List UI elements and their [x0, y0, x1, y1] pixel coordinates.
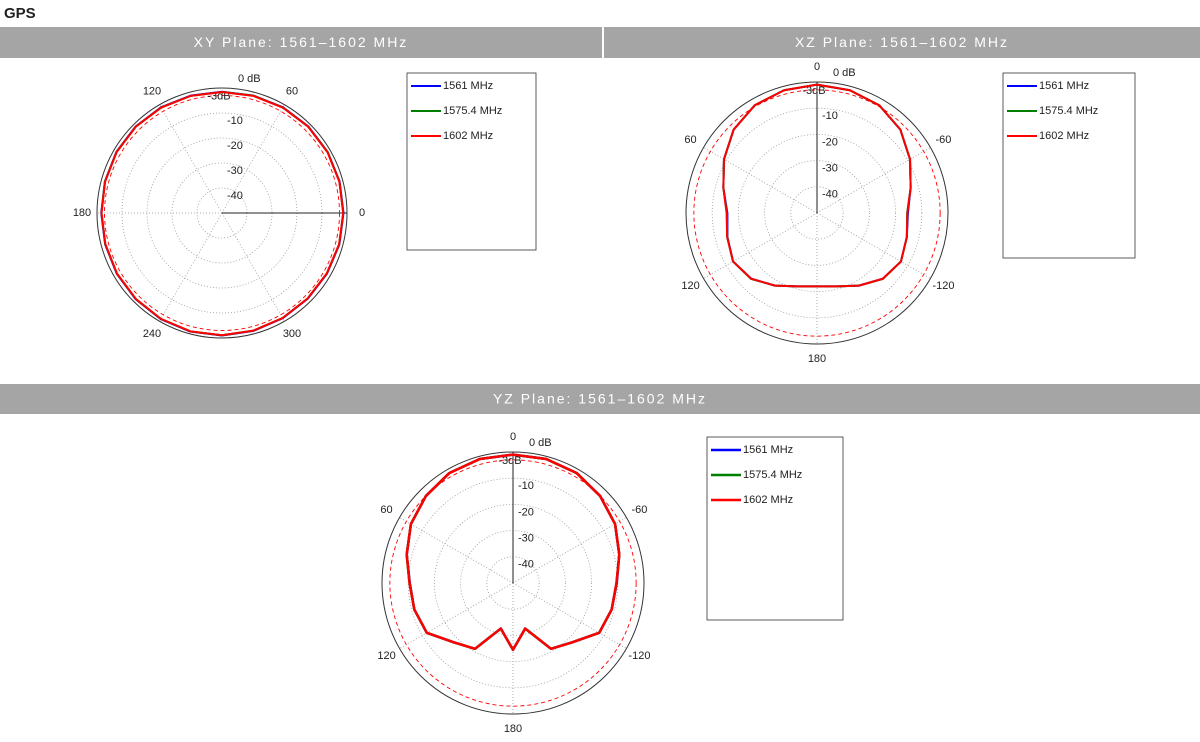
r-tick-label: -30 — [518, 533, 534, 545]
theta-tick-label: 180 — [504, 723, 522, 735]
theta-tick-label: -60 — [631, 504, 647, 516]
theta-tick-label: 60 — [286, 86, 298, 98]
chart-title: XZ Plane: 1561–1602 MHz — [795, 34, 1009, 50]
pattern-line — [100, 91, 345, 337]
r-tick-label: -40 — [822, 189, 838, 201]
spoke — [159, 104, 223, 214]
theta-tick-label: 60 — [380, 504, 392, 516]
reference-label: -3dB — [498, 455, 521, 467]
header-bar — [0, 27, 602, 58]
grid-ring — [790, 186, 844, 240]
theta-tick-label: 240 — [143, 328, 161, 340]
legend-box — [1002, 72, 1136, 259]
spoke — [816, 212, 931, 279]
r-tick-label: -10 — [822, 110, 838, 122]
theta-tick-label: 180 — [808, 353, 826, 365]
r-tick-label: 0 dB — [833, 67, 856, 79]
theta-tick-label: 120 — [143, 86, 161, 98]
legend-label: 1602 MHz — [1039, 130, 1089, 142]
reference-circle — [693, 89, 941, 337]
theta-tick-label: 0 — [814, 61, 820, 73]
reference-label: -3dB — [802, 85, 825, 97]
theta-tick-label: 120 — [377, 650, 395, 662]
spoke — [512, 582, 627, 649]
theta-tick-label: 0 — [359, 207, 365, 219]
r-tick-label: -20 — [822, 136, 838, 148]
theta-tick-label: -120 — [932, 280, 954, 292]
r-tick-label: -20 — [518, 506, 534, 518]
header-bar — [604, 27, 1200, 58]
chart-title: XY Plane: 1561–1602 MHz — [194, 34, 409, 50]
theta-tick-label: 0 — [510, 431, 516, 443]
spoke — [399, 517, 514, 584]
reference-circle — [104, 95, 340, 331]
reference-circle — [389, 459, 637, 707]
r-tick-label: -30 — [822, 163, 838, 175]
spoke — [399, 582, 514, 649]
legend-label: 1602 MHz — [443, 130, 493, 142]
spoke — [512, 517, 627, 584]
legend-label: 1575.4 MHz — [443, 105, 502, 117]
spoke — [816, 147, 931, 214]
legend-box — [706, 436, 844, 621]
legend-label: 1561 MHz — [443, 80, 493, 92]
pattern-line — [722, 83, 912, 288]
grid-ring — [486, 556, 540, 610]
spoke — [159, 212, 223, 322]
r-tick-label: -20 — [227, 140, 243, 152]
chart-title: YZ Plane: 1561–1602 MHz — [493, 391, 707, 407]
r-tick-label: -40 — [518, 559, 534, 571]
page-title: GPS — [4, 5, 36, 22]
r-tick-label: 0 dB — [238, 73, 261, 85]
legend-label: 1575.4 MHz — [1039, 105, 1098, 117]
legend-label: 1561 MHz — [743, 444, 793, 456]
spoke — [221, 212, 285, 322]
r-tick-label: -30 — [227, 165, 243, 177]
pattern-line — [405, 453, 621, 652]
r-tick-label: -40 — [227, 190, 243, 202]
theta-tick-label: 120 — [681, 280, 699, 292]
grid-ring — [711, 107, 923, 319]
r-tick-label: -10 — [227, 115, 243, 127]
legend-label: 1602 MHz — [743, 494, 793, 506]
legend-label: 1575.4 MHz — [743, 469, 802, 481]
legend-box — [406, 72, 537, 251]
theta-tick-label: 300 — [283, 328, 301, 340]
legend-label: 1561 MHz — [1039, 80, 1089, 92]
spoke — [703, 212, 818, 279]
theta-tick-label: -120 — [628, 650, 650, 662]
theta-tick-label: 180 — [73, 207, 91, 219]
header-bar — [0, 384, 1200, 414]
theta-tick-label: -60 — [935, 134, 951, 146]
r-tick-label: -10 — [518, 480, 534, 492]
r-tick-label: 0 dB — [529, 437, 552, 449]
spoke — [703, 147, 818, 214]
theta-tick-label: 60 — [684, 134, 696, 146]
